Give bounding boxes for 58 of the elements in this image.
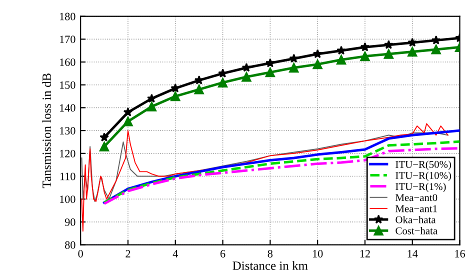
y-tick-label: 110: [60, 172, 76, 180]
point: [312, 49, 322, 58]
point: [336, 54, 346, 65]
point: [289, 62, 299, 73]
point: [218, 78, 228, 88]
point: [408, 38, 418, 47]
point: [194, 84, 204, 94]
point: [360, 51, 370, 62]
point: [408, 46, 418, 57]
y-tick-label: 150: [60, 81, 76, 89]
legend-label: Cost−hata: [396, 227, 438, 234]
y-tick-label: 130: [60, 127, 76, 135]
point: [242, 72, 252, 82]
x-tick-label: 14: [408, 250, 418, 258]
point: [170, 83, 180, 92]
legend-label: Mea−ant0: [396, 194, 438, 202]
legend-label: Oka−hata: [396, 216, 436, 224]
y-tick-label: 170: [60, 36, 76, 44]
x-tick-label: 4: [172, 250, 178, 258]
legend-label: ITU−R(10%): [396, 172, 451, 182]
x-axis-title: Distance in km: [232, 261, 308, 270]
y-tick-label: 180: [60, 12, 76, 20]
point: [123, 116, 133, 126]
point: [146, 102, 157, 112]
point: [170, 91, 180, 102]
point: [266, 58, 275, 68]
point: [99, 142, 110, 152]
point: [242, 62, 252, 72]
point: [289, 54, 299, 63]
point: [431, 44, 441, 54]
point: [336, 46, 346, 55]
y-tick-label: 90: [64, 218, 76, 226]
y-axis-title: Tansmission loss in dB: [42, 73, 51, 188]
point: [431, 35, 441, 44]
x-tick-label: 10: [313, 250, 323, 258]
x-tick-label: 16: [455, 250, 466, 258]
point: [123, 107, 133, 116]
point: [312, 59, 322, 70]
y-tick-label: 140: [60, 104, 76, 112]
y-tick-label: 160: [60, 58, 76, 66]
point: [384, 40, 394, 49]
point: [384, 49, 394, 59]
x-tick-label: 12: [360, 250, 370, 258]
y-tick-label: 120: [60, 150, 76, 158]
point: [265, 67, 276, 78]
legend-label: ITU−R(1%): [396, 182, 446, 192]
point: [360, 42, 370, 52]
point: [100, 132, 109, 142]
point: [147, 94, 156, 103]
y-tick-label: 80: [65, 241, 76, 249]
point: [194, 75, 204, 84]
y-tick-label: 100: [60, 196, 76, 204]
x-tick-label: 8: [268, 250, 273, 258]
x-tick-label: 2: [126, 250, 130, 258]
x-tick-label: 6: [220, 250, 226, 258]
legend-label: ITU−R(50%): [396, 160, 451, 170]
x-tick-label: 0: [78, 250, 83, 258]
legend-label: Mea−ant1: [396, 205, 437, 212]
